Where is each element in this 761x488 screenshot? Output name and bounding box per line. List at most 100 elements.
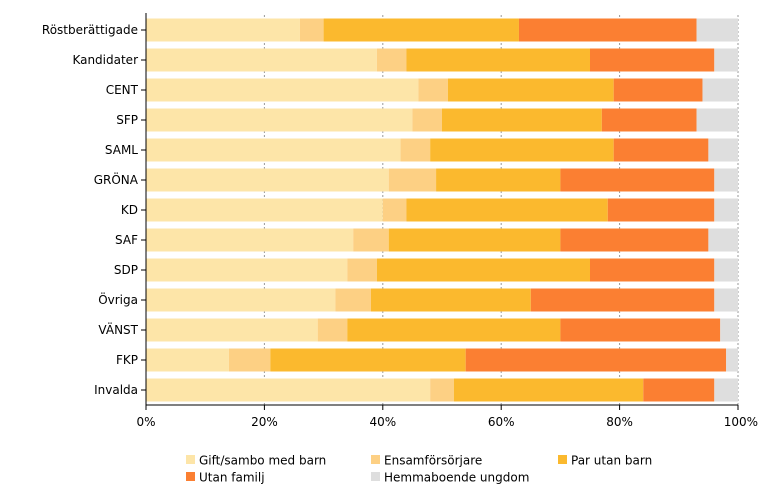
bar-segment [708,228,738,252]
bar-segment [601,108,697,132]
category-label: GRÖNA [94,171,139,187]
axes [141,13,739,410]
category-label: SFP [116,113,138,127]
legend-item-utan-familj: Utan familj [186,469,265,485]
legend-swatch [558,455,567,464]
bar-segment [714,198,738,222]
bar-segment [388,228,561,252]
bar-segment [270,348,466,372]
bar-segment [347,258,377,282]
bars [146,18,738,402]
bar-segment [146,168,389,192]
bar-segment [146,378,431,402]
bar-segment [146,198,383,222]
bar-segment [530,288,715,312]
category-label: Invalda [94,383,138,397]
bar-segment [146,288,336,312]
bar-segment [430,138,614,162]
legend-label: Hemmaboende ungdom [384,470,530,485]
category-label: Röstberättigade [42,23,138,37]
bar-segment [376,48,407,72]
bar-segment [714,168,738,192]
bar-segment [696,18,738,42]
bar-segment [714,48,738,72]
bar-segment [560,228,709,252]
bar-segment [714,258,738,282]
x-tick-label: 40% [369,415,396,429]
x-tick-label: 60% [488,415,515,429]
bar-segment [436,168,561,192]
x-tick-label: 100% [724,415,758,429]
bar-segment [590,258,715,282]
bar-segment [323,18,519,42]
category-label: CENT [106,83,139,97]
bar-segment [146,48,377,72]
legend-swatch [371,472,380,481]
bar-segment [146,318,318,342]
category-label: SAML [105,143,138,157]
category-labels: Röstberättigade Kandidater CENT SFP SAML GRÖN… [42,23,139,397]
legend-swatch [371,455,380,464]
legend-label: Gift/sambo med barn [199,453,327,468]
bar-segment [412,108,442,132]
bar-segment [146,348,229,372]
bar-segment [146,18,300,42]
category-label: VÄNST [98,322,138,337]
bar-segment [643,378,715,402]
category-label: SAF [115,233,138,247]
legend-item-par-utan-barn: Par utan barn [558,452,652,468]
category-label: KD [121,203,138,217]
x-tick-label: 80% [606,415,633,429]
category-label: Övriga [98,291,138,307]
bar-segment [418,78,448,102]
bar-segment [453,378,644,402]
legend-swatch [186,455,195,464]
bar-segment [317,318,348,342]
bar-segment [465,348,727,372]
bar-segment [590,48,715,72]
bar-segment [146,228,354,252]
bar-segment [613,138,709,162]
bar-segment [702,78,738,102]
x-tick-label: 0% [136,415,155,429]
legend-label: Utan familj [199,470,265,485]
bar-segment [353,228,389,252]
bar-segment [335,288,371,312]
legend-item-ensamforsorjare: Ensamförsörjare [371,452,482,468]
bar-segment [400,138,431,162]
category-label: FKP [116,353,138,367]
bar-segment [560,318,721,342]
x-tick-label: 20% [251,415,278,429]
x-tick-labels: 0% 20% 40% 60% 80% 100% [136,415,758,429]
bar-segment [708,138,738,162]
bar-segment [146,78,419,102]
bar-segment [382,198,407,222]
bar-segment [228,348,271,372]
bar-segment [714,378,738,402]
legend-item-hemmaboende-ungdom: Hemmaboende ungdom [371,469,529,485]
bar-segment [714,288,738,312]
bar-segment [518,18,697,42]
legend-swatch [186,472,195,481]
bar-segment [388,168,437,192]
bar-segment [370,288,531,312]
bar-segment [560,168,715,192]
bar-segment [720,318,738,342]
bar-segment [347,318,561,342]
bar-segment [726,348,738,372]
legend-label: Ensamförsörjare [384,453,483,468]
bar-segment [447,78,614,102]
category-label: SDP [114,263,138,277]
legend-label: Par utan barn [571,453,653,468]
bar-segment [146,138,401,162]
bar-segment [146,258,348,282]
bar-segment [406,198,608,222]
bar-segment [607,198,715,222]
bar-segment [613,78,703,102]
bar-segment [376,258,590,282]
bar-segment [299,18,324,42]
bar-segment [406,48,590,72]
bar-segment [696,108,738,132]
bar-segment [430,378,454,402]
